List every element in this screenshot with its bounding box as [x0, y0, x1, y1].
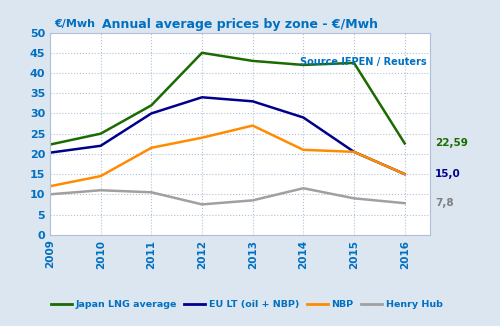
Text: 7,8: 7,8	[435, 198, 454, 208]
Title: Annual average prices by zone - €/Mwh: Annual average prices by zone - €/Mwh	[102, 19, 378, 31]
Text: Source IFPEN / Reuters: Source IFPEN / Reuters	[300, 57, 426, 67]
Text: €/Mwh: €/Mwh	[54, 19, 95, 29]
Text: 15,0: 15,0	[435, 169, 461, 179]
Text: 22,59: 22,59	[435, 139, 468, 148]
Legend: Japan LNG average, EU LT (oil + NBP), NBP, Henry Hub: Japan LNG average, EU LT (oil + NBP), NB…	[51, 300, 442, 309]
